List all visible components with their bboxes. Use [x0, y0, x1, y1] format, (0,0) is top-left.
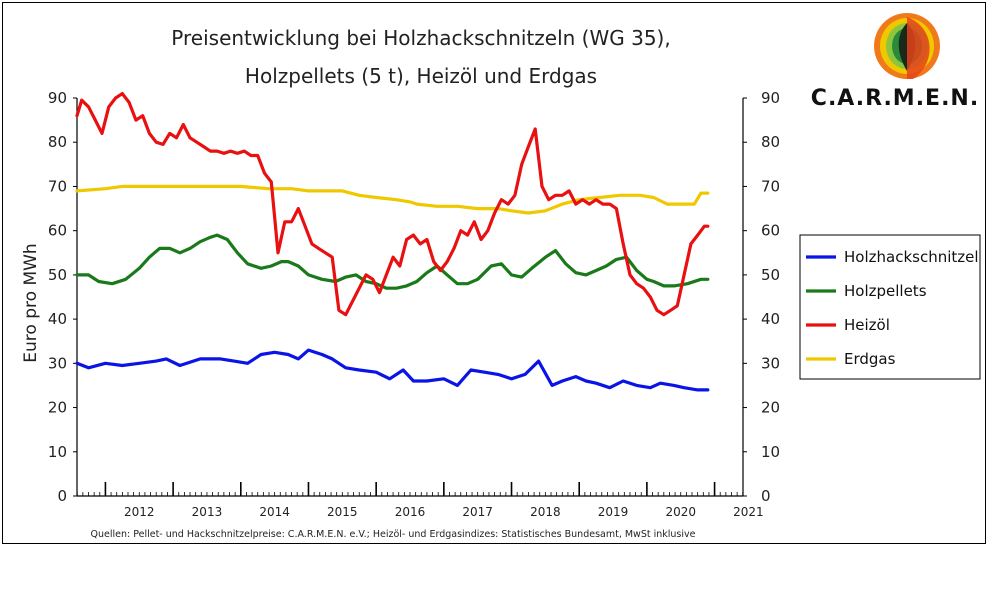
y-tick-label-right: 20	[761, 399, 780, 417]
carmen-logo: C.A.R.M.E.N.	[811, 13, 979, 111]
y-tick-label-right: 50	[761, 266, 780, 284]
chart-title-line-1: Preisentwicklung bei Holzhackschnitzeln …	[171, 26, 670, 50]
y-tick-label-right: 10	[761, 443, 780, 461]
y-tick-label-left: 50	[48, 266, 67, 284]
series-line-holzpellets	[75, 233, 710, 290]
y-tick-label-left: 30	[48, 354, 67, 372]
y-tick-label-left: 10	[48, 443, 67, 461]
x-tick-label: 2014	[259, 505, 290, 519]
y-tick-label-left: 40	[48, 310, 67, 328]
x-tick-label: 2013	[192, 505, 223, 519]
legend-box	[799, 234, 981, 380]
x-tick-label: 2016	[395, 505, 426, 519]
y-tick-label-left: 20	[48, 399, 67, 417]
y-tick-label-right: 80	[761, 133, 780, 151]
y-tick-label-left: 90	[48, 89, 67, 107]
y-tick-label-right: 60	[761, 222, 780, 240]
series-line-holzhackschnitzel	[75, 348, 710, 392]
legend-label: Erdgas	[844, 350, 896, 368]
y-axis-label: Euro pro MWh	[21, 243, 41, 362]
chart-frame: Preisentwicklung bei Holzhackschnitzeln …	[2, 2, 986, 544]
legend-label: Holzhackschnitzel	[844, 248, 979, 266]
x-tick-label: 2018	[530, 505, 561, 519]
y-tick-label-right: 30	[761, 354, 780, 372]
series-line-erdgas	[75, 184, 710, 215]
source-note: Quellen: Pellet- und Hackschnitzelpreise…	[91, 529, 696, 540]
x-tick-label: 2019	[598, 505, 629, 519]
y-tick-label-left: 80	[48, 133, 67, 151]
x-tick-label: 2012	[124, 505, 155, 519]
logo-half-icon	[907, 17, 930, 79]
x-tick-label: 2020	[665, 505, 696, 519]
x-tick-label: 2021	[733, 505, 764, 519]
brand-name: C.A.R.M.E.N.	[811, 86, 979, 111]
y-tick-label-left: 0	[57, 487, 67, 505]
y-tick-label-right: 70	[761, 177, 780, 195]
chart: Preisentwicklung bei Holzhackschnitzeln …	[21, 13, 981, 540]
y-tick-label-right: 0	[761, 487, 771, 505]
y-tick-label-right: 40	[761, 310, 780, 328]
x-tick-label: 2017	[462, 505, 493, 519]
chart-title-line-2: Holzpellets (5 t), Heizöl und Erdgas	[245, 64, 597, 88]
x-tick-label: 2015	[327, 505, 358, 519]
y-tick-label-left: 60	[48, 222, 67, 240]
legend-label: Holzpellets	[844, 282, 927, 300]
y-tick-label-left: 70	[48, 177, 67, 195]
series-line-heizöl	[75, 91, 710, 317]
y-tick-label-right: 90	[761, 89, 780, 107]
legend: Holzhackschnitzel Holzpellets Heizöl Erdgas	[799, 234, 981, 380]
legend-label: Heizöl	[844, 316, 890, 334]
